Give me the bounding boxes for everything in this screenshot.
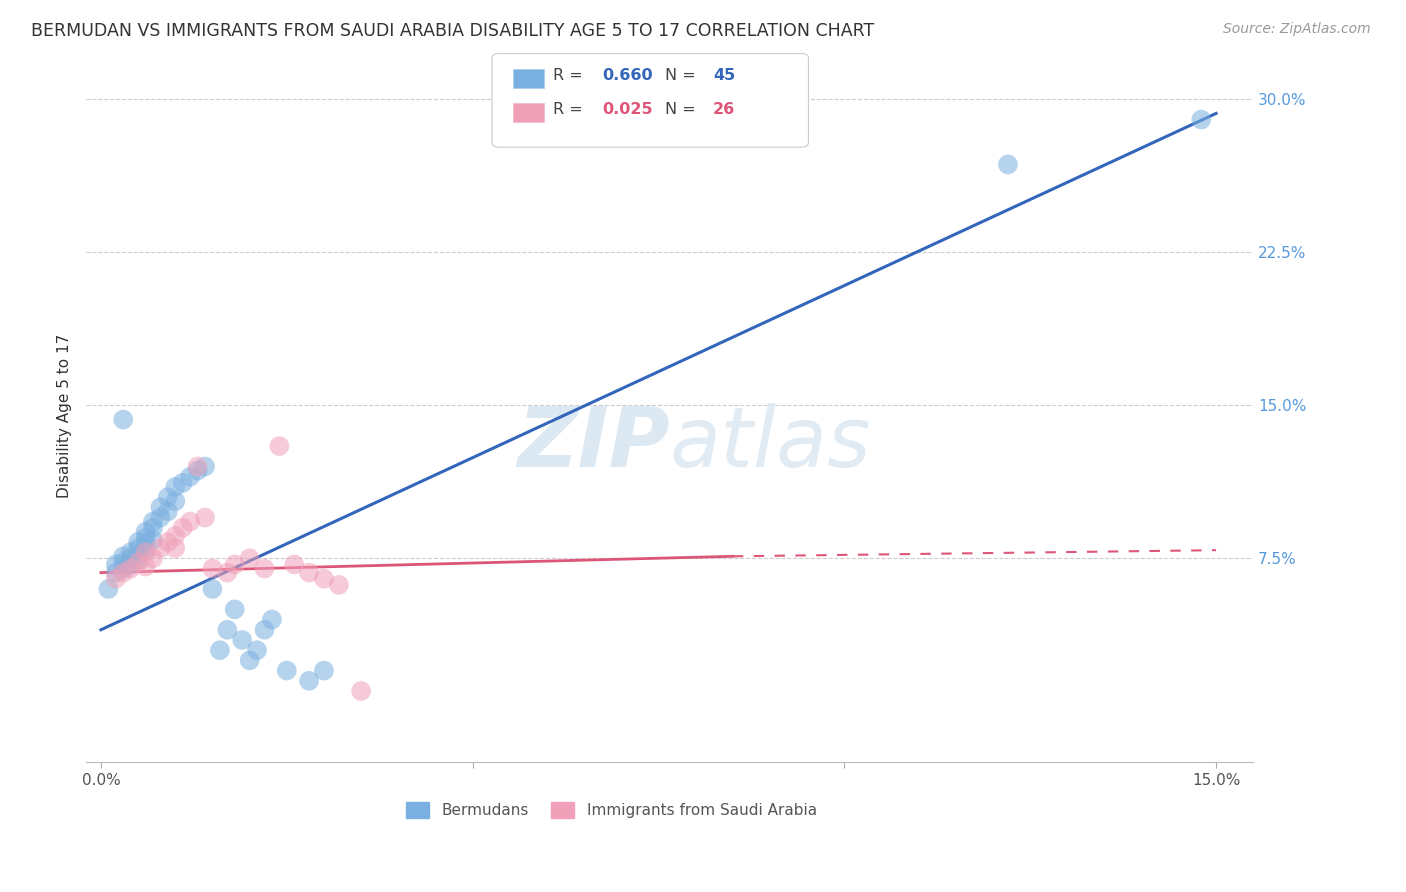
Point: [350, 684, 373, 698]
Point: [165, 541, 187, 556]
Point: [142, 533, 165, 547]
Point: [165, 480, 187, 494]
Point: [217, 623, 239, 637]
Point: [246, 643, 269, 657]
Point: [172, 521, 194, 535]
Point: [142, 551, 165, 566]
Point: [127, 547, 149, 561]
Point: [179, 515, 201, 529]
Point: [135, 543, 157, 558]
Point: [231, 632, 253, 647]
Point: [269, 439, 291, 453]
Point: [120, 561, 142, 575]
Text: R =: R =: [553, 103, 588, 117]
Point: [253, 623, 276, 637]
Text: N =: N =: [665, 103, 702, 117]
Point: [224, 558, 246, 572]
Point: [135, 537, 157, 551]
Point: [298, 566, 321, 580]
Point: [112, 412, 135, 426]
Point: [104, 566, 127, 580]
Point: [165, 529, 187, 543]
Legend: Bermudans, Immigrants from Saudi Arabia: Bermudans, Immigrants from Saudi Arabia: [399, 796, 823, 824]
Point: [149, 510, 172, 524]
Point: [120, 545, 142, 559]
Point: [187, 459, 209, 474]
Point: [165, 494, 187, 508]
Point: [201, 582, 224, 596]
Point: [283, 558, 305, 572]
Point: [201, 561, 224, 575]
Point: [135, 531, 157, 545]
Point: [120, 558, 142, 572]
Point: [156, 490, 179, 504]
Point: [112, 561, 135, 575]
Text: 0.025: 0.025: [602, 103, 652, 117]
Point: [298, 673, 321, 688]
Text: ZIP: ZIP: [517, 402, 669, 483]
Point: [104, 558, 127, 572]
Point: [149, 500, 172, 515]
Point: [104, 572, 127, 586]
Text: 45: 45: [713, 69, 735, 83]
Text: BERMUDAN VS IMMIGRANTS FROM SAUDI ARABIA DISABILITY AGE 5 TO 17 CORRELATION CHAR: BERMUDAN VS IMMIGRANTS FROM SAUDI ARABIA…: [31, 22, 875, 40]
Point: [260, 613, 283, 627]
Point: [276, 664, 298, 678]
Point: [312, 572, 335, 586]
Text: R =: R =: [553, 69, 588, 83]
Point: [142, 515, 165, 529]
Point: [194, 459, 217, 474]
Point: [1189, 112, 1212, 127]
Point: [135, 524, 157, 539]
Text: atlas: atlas: [669, 402, 872, 483]
Point: [127, 556, 149, 570]
Point: [97, 582, 120, 596]
Point: [127, 553, 149, 567]
Point: [135, 559, 157, 574]
Point: [328, 578, 350, 592]
Point: [253, 561, 276, 575]
Text: 0.660: 0.660: [602, 69, 652, 83]
Point: [112, 549, 135, 564]
Point: [149, 541, 172, 556]
Point: [224, 602, 246, 616]
Point: [187, 464, 209, 478]
Text: N =: N =: [665, 69, 702, 83]
Point: [112, 556, 135, 570]
Point: [217, 566, 239, 580]
Point: [239, 551, 262, 566]
Y-axis label: Disability Age 5 to 17: Disability Age 5 to 17: [58, 334, 72, 498]
Text: 26: 26: [713, 103, 735, 117]
Point: [997, 157, 1019, 171]
Point: [120, 551, 142, 566]
Point: [112, 566, 135, 580]
Point: [127, 535, 149, 549]
Point: [208, 643, 231, 657]
Point: [312, 664, 335, 678]
Text: Source: ZipAtlas.com: Source: ZipAtlas.com: [1223, 22, 1371, 37]
Point: [156, 504, 179, 518]
Point: [239, 653, 262, 667]
Point: [127, 541, 149, 556]
Point: [179, 469, 201, 483]
Point: [172, 475, 194, 490]
Point: [135, 545, 157, 559]
Point: [156, 535, 179, 549]
Point: [142, 521, 165, 535]
Point: [194, 510, 217, 524]
